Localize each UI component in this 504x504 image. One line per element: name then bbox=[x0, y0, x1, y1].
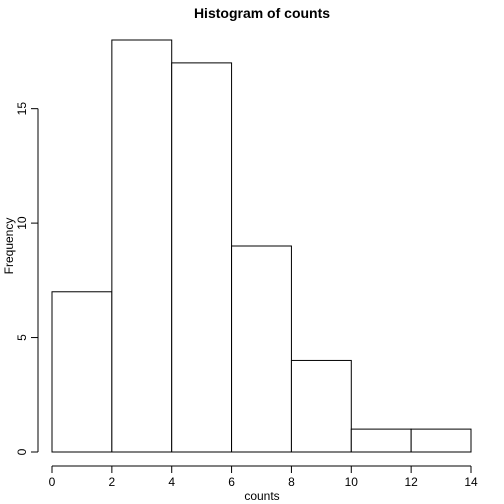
x-tick-label: 6 bbox=[228, 475, 235, 489]
x-tick-label: 0 bbox=[49, 475, 56, 489]
bars-group bbox=[51, 39, 472, 453]
histogram-bar bbox=[410, 428, 472, 453]
y-tick-label: 10 bbox=[15, 216, 29, 230]
x-tick-label: 14 bbox=[464, 475, 478, 489]
x-tick-label: 12 bbox=[404, 475, 418, 489]
x-tick-label: 10 bbox=[345, 475, 359, 489]
chart-title: Histogram of counts bbox=[194, 5, 330, 21]
x-tick-label: 8 bbox=[288, 475, 295, 489]
y-tick-label: 5 bbox=[15, 334, 29, 341]
y-tick-label: 0 bbox=[15, 448, 29, 455]
histogram-bar bbox=[290, 359, 352, 453]
histogram-bar bbox=[51, 291, 113, 453]
histogram-bar bbox=[111, 39, 173, 453]
x-tick-label: 2 bbox=[109, 475, 116, 489]
y-axis-label: Frequency bbox=[2, 218, 16, 275]
x-axis-label: counts bbox=[244, 489, 279, 503]
y-tick-label: 15 bbox=[15, 102, 29, 116]
histogram-bar bbox=[350, 428, 412, 453]
histogram-bar bbox=[171, 62, 233, 453]
x-tick-label: 4 bbox=[168, 475, 175, 489]
x-axis: 0 2 4 6 8 10 12 14 bbox=[49, 465, 478, 489]
y-axis: 0 5 10 15 bbox=[15, 102, 39, 455]
histogram-bar bbox=[231, 245, 292, 453]
